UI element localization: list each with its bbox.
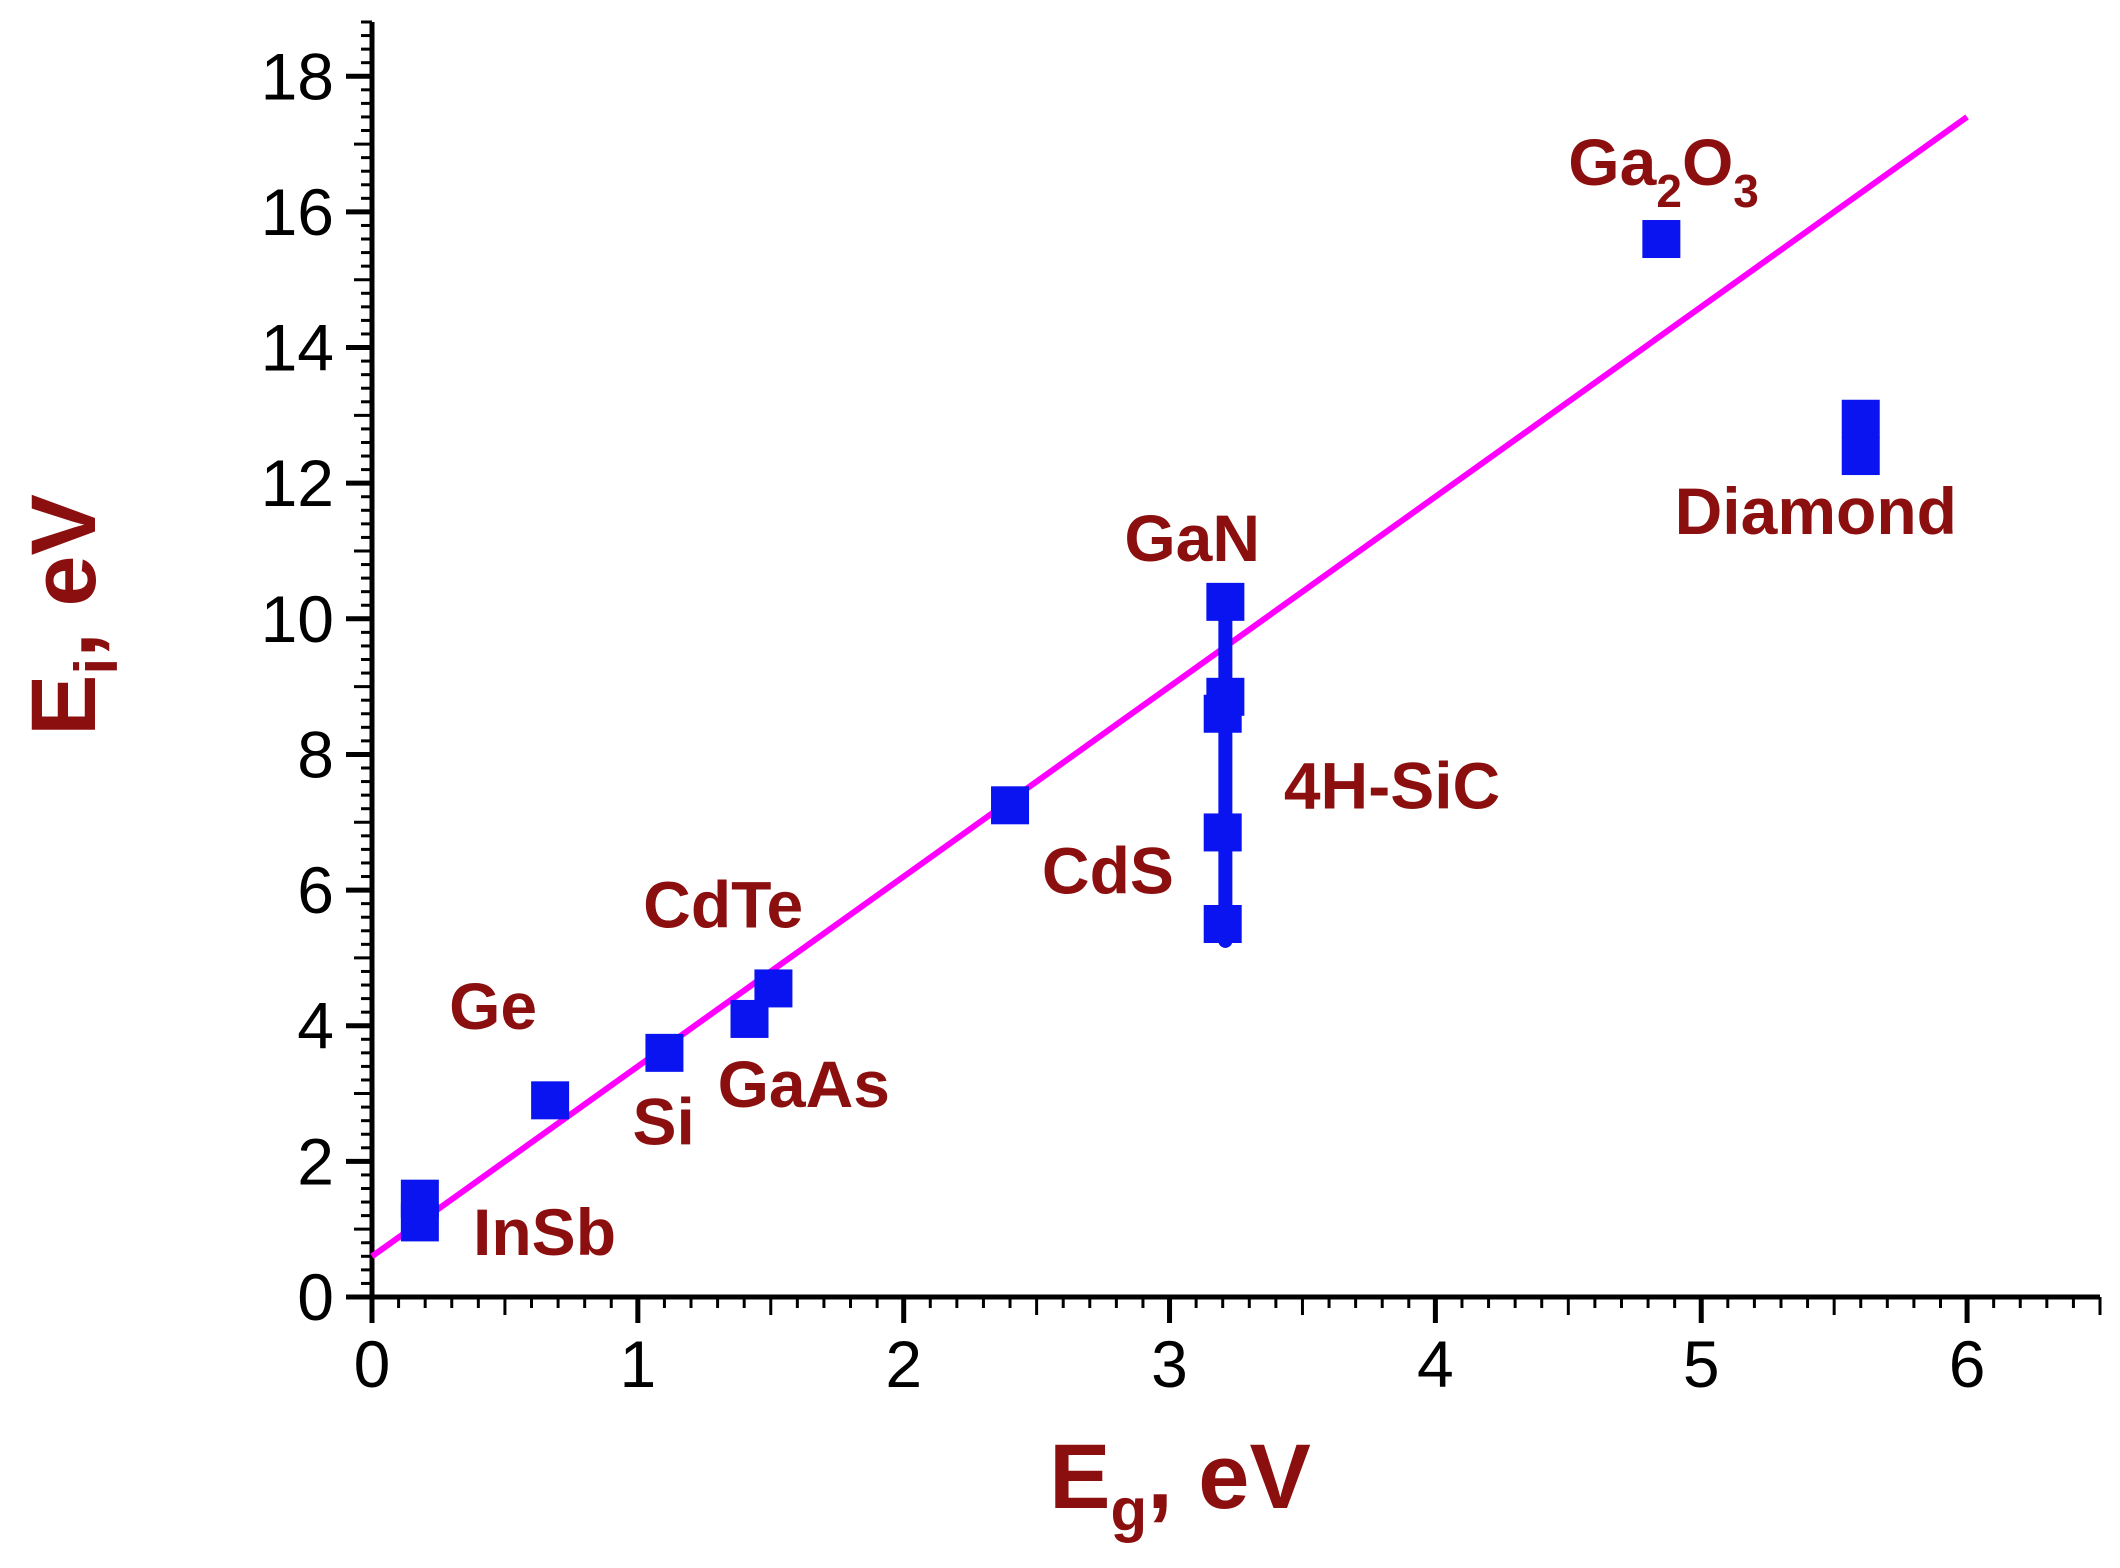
y-tick-label: 14 (261, 311, 334, 385)
data-point (531, 1081, 570, 1120)
x-tick-label: 3 (1151, 1327, 1188, 1401)
material-label: CdS (1042, 833, 1174, 907)
material-label: GaAs (718, 1047, 890, 1121)
fit-line (370, 114, 1969, 1259)
data-point (1642, 220, 1681, 259)
y-tick-label: 2 (297, 1124, 334, 1198)
y-tick-label: 16 (261, 175, 334, 249)
data-point (991, 786, 1030, 825)
fit-line-layer (370, 114, 1969, 1259)
y-axis-title-sub: i (63, 658, 130, 675)
x-tick-label: 1 (619, 1327, 656, 1401)
material-label: InSb (473, 1195, 616, 1269)
data-point (645, 1033, 684, 1072)
x-tick-label: 2 (885, 1327, 922, 1401)
y-tick-label: 12 (261, 446, 334, 520)
data-points (400, 220, 1880, 1242)
y-tick-label: 8 (297, 717, 334, 791)
material-label: Ge (449, 969, 537, 1043)
x-axis-title: Eg, eV (1049, 1426, 1311, 1543)
material-label-subscript: 3 (1733, 165, 1759, 217)
x-tick-label: 5 (1683, 1327, 1720, 1401)
y-tick-label: 10 (261, 582, 334, 656)
data-point (1841, 437, 1880, 476)
material-label: GaN (1124, 501, 1260, 575)
x-axis-title-main: E (1049, 1426, 1110, 1528)
material-label: Ga2O3 (1568, 125, 1759, 217)
x-tick-label: 0 (354, 1327, 391, 1401)
x-axis-title-sub: g (1111, 1476, 1148, 1543)
x-axis-title-suffix: , eV (1147, 1426, 1311, 1528)
axes (346, 20, 2102, 1323)
data-point (1206, 677, 1245, 716)
material-labels: InSb Ge Si GaAs CdTe CdS 4H-SiC GaN Diamond Ga2O3 (449, 125, 1957, 1269)
y-axis-title: Ei, eV (13, 494, 130, 736)
y-tick-label: 0 (297, 1260, 334, 1334)
material-label-part: Ga (1568, 125, 1657, 199)
data-point (1206, 582, 1245, 621)
y-tick-label: 4 (297, 989, 334, 1063)
data-point (400, 1179, 439, 1218)
data-point (754, 969, 793, 1008)
material-label: Si (633, 1084, 695, 1158)
data-point (1203, 813, 1242, 852)
y-tick-label: 18 (261, 39, 334, 113)
material-label-part: O (1682, 125, 1733, 199)
x-tick-label: 6 (1949, 1327, 1986, 1401)
material-label: CdTe (643, 867, 803, 941)
data-point (1841, 399, 1880, 438)
y-axis-title-suffix: , eV (13, 494, 115, 658)
y-axis-title-main: E (13, 674, 115, 735)
material-label: 4H-SiC (1284, 749, 1500, 823)
data-point (1203, 904, 1242, 943)
material-label-subscript: 2 (1656, 165, 1682, 217)
y-tick-label: 6 (297, 853, 334, 927)
material-label: Diamond (1675, 474, 1957, 548)
x-tick-label: 4 (1417, 1327, 1454, 1401)
